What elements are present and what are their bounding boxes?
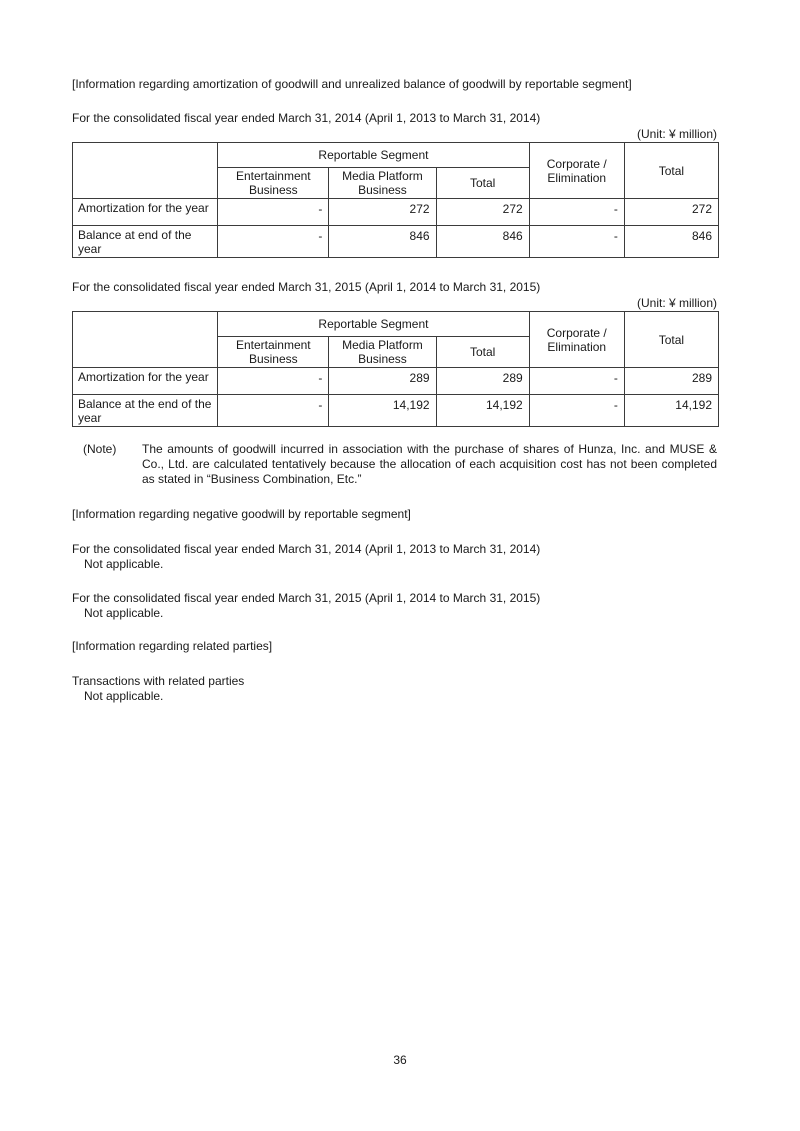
table-corner-cell bbox=[71, 311, 219, 368]
negative-goodwill-fy2015-caption: For the consolidated fiscal year ended M… bbox=[72, 591, 541, 605]
table-fy2015-caption: For the consolidated fiscal year ended M… bbox=[72, 280, 541, 294]
table-row: Amortization for the year - 289 289 - 28… bbox=[71, 367, 720, 395]
goodwill-table-fy2014: Reportable Segment Corporate / Eliminati… bbox=[71, 142, 720, 258]
section-title-related-parties: [Information regarding related parties] bbox=[72, 639, 273, 653]
cell-value: - bbox=[528, 198, 625, 226]
table-row: Amortization for the year - 272 272 - 27… bbox=[71, 198, 720, 226]
table-row: Balance at the end of the year - 14,192 … bbox=[71, 394, 720, 427]
cell-value: 846 bbox=[623, 225, 720, 258]
reportable-segment-group-header: Reportable Segment bbox=[217, 142, 530, 168]
table-fy2014-caption: For the consolidated fiscal year ended M… bbox=[72, 111, 541, 125]
row-label: Balance at end of the year bbox=[71, 225, 219, 258]
cell-value: 846 bbox=[328, 225, 437, 258]
related-parties-subtitle: Transactions with related parties bbox=[72, 674, 245, 688]
cell-value: - bbox=[217, 367, 330, 395]
table-corner-cell bbox=[71, 142, 219, 199]
cell-value: 289 bbox=[623, 367, 720, 395]
entertainment-business-header: Entertainment Business bbox=[217, 167, 330, 199]
corporate-elimination-header: Corporate / Elimination bbox=[528, 311, 625, 368]
goodwill-table-fy2015: Reportable Segment Corporate / Eliminati… bbox=[71, 311, 720, 427]
grand-total-header: Total bbox=[623, 142, 720, 199]
segment-total-header: Total bbox=[435, 167, 530, 199]
row-label: Amortization for the year bbox=[71, 198, 219, 226]
cell-value: 289 bbox=[328, 367, 437, 395]
media-platform-business-header: Media Platform Business bbox=[328, 167, 437, 199]
negative-goodwill-fy2014-caption: For the consolidated fiscal year ended M… bbox=[72, 542, 541, 556]
row-label: Balance at the end of the year bbox=[71, 394, 219, 427]
not-applicable-text: Not applicable. bbox=[84, 606, 164, 620]
table-row: Balance at end of the year - 846 846 - 8… bbox=[71, 225, 720, 258]
note-label: (Note) bbox=[83, 442, 117, 456]
cell-value: 289 bbox=[435, 367, 530, 395]
cell-value: - bbox=[217, 198, 330, 226]
cell-value: 846 bbox=[435, 225, 530, 258]
segment-total-header: Total bbox=[435, 336, 530, 368]
document-content: [Information regarding amortization of g… bbox=[0, 77, 800, 704]
cell-value: 272 bbox=[623, 198, 720, 226]
note-block: (Note) The amounts of goodwill incurred … bbox=[72, 442, 717, 487]
cell-value: - bbox=[528, 225, 625, 258]
section-title-negative-goodwill: [Information regarding negative goodwill… bbox=[72, 507, 411, 521]
cell-value: 272 bbox=[328, 198, 437, 226]
page-number: 36 bbox=[393, 1053, 407, 1067]
cell-value: 14,192 bbox=[328, 394, 437, 427]
row-label: Amortization for the year bbox=[71, 367, 219, 395]
not-applicable-text: Not applicable. bbox=[84, 689, 164, 703]
cell-value: 14,192 bbox=[623, 394, 720, 427]
grand-total-header: Total bbox=[623, 311, 720, 368]
corporate-elimination-header: Corporate / Elimination bbox=[528, 142, 625, 199]
note-text: The amounts of goodwill incurred in asso… bbox=[142, 442, 717, 486]
table-fy2015-unit-label: (Unit: ¥ million) bbox=[636, 296, 717, 310]
cell-value: 14,192 bbox=[435, 394, 530, 427]
reportable-segment-group-header: Reportable Segment bbox=[217, 311, 530, 337]
table-fy2014-unit-label: (Unit: ¥ million) bbox=[636, 127, 717, 141]
section-title-goodwill-amortization: [Information regarding amortization of g… bbox=[72, 77, 632, 91]
not-applicable-text: Not applicable. bbox=[84, 557, 164, 571]
media-platform-business-header: Media Platform Business bbox=[328, 336, 437, 368]
entertainment-business-header: Entertainment Business bbox=[217, 336, 330, 368]
cell-value: - bbox=[217, 394, 330, 427]
cell-value: 272 bbox=[435, 198, 530, 226]
cell-value: - bbox=[528, 394, 625, 427]
cell-value: - bbox=[528, 367, 625, 395]
cell-value: - bbox=[217, 225, 330, 258]
